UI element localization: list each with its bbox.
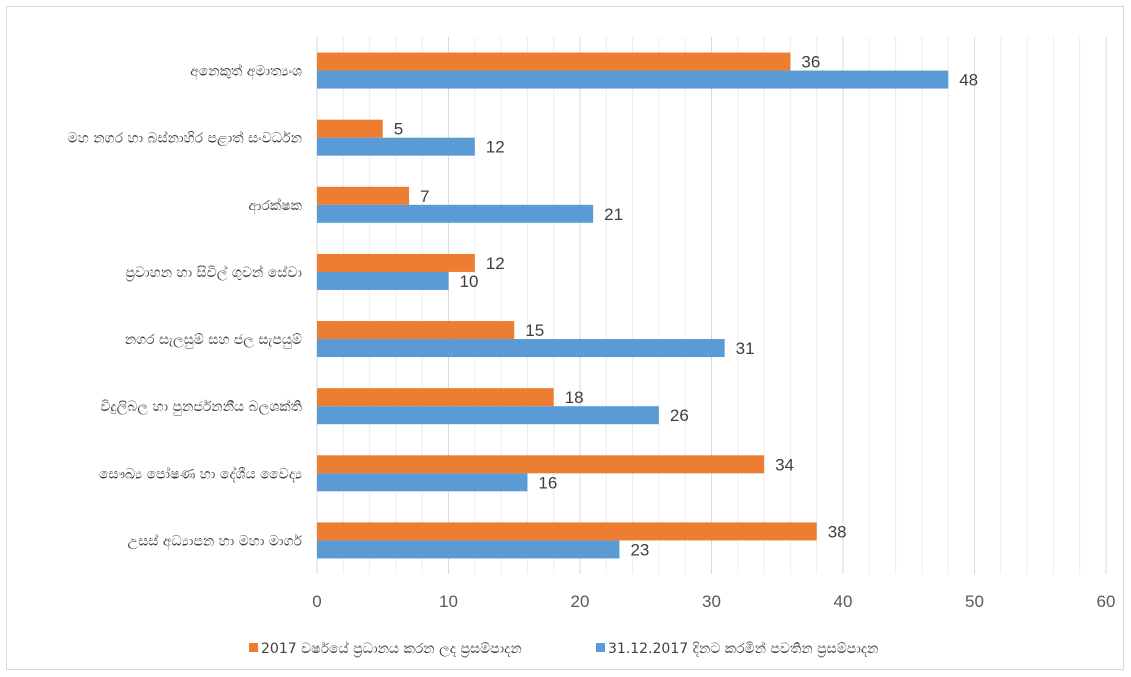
data-label: 21 [604,205,623,224]
bar-series-2017 [317,253,475,272]
bar-series-2017 [317,522,817,541]
data-label: 34 [775,455,794,474]
gridlines [316,37,1107,574]
bar-series-ongoing [317,540,620,559]
legend-swatch [249,643,258,652]
bar-series-ongoing [317,70,949,89]
x-tick-label: 20 [571,592,590,611]
bar-series-ongoing [317,339,725,358]
category-label: උසස් අධ්‍යාපන හා මහා මාර්ග [128,533,303,550]
data-label: 26 [670,406,689,425]
bars [317,52,949,559]
data-label: 48 [959,71,978,90]
data-labels: 36 48 5 12 7 21 12 10 15 31 18 26 34 16 38 23 [394,53,978,560]
data-label: 31 [736,339,755,358]
category-label: නගර සැලසුම් සහ ජල සැපයුම් [125,332,302,349]
bar-series-ongoing [317,204,594,223]
data-label: 5 [394,120,403,139]
category-label: සෞඛ්‍ය පෝෂණ හා දේශීය වෛද්‍ය [99,466,302,482]
x-tick-label: 40 [834,592,853,611]
x-tick-label: 10 [439,592,458,611]
category-labels: අනෙකුත් අමාත්‍යංශ මහ නගර හා බස්නාහිර පළාත… [68,63,303,550]
data-label: 38 [828,522,847,541]
bar-series-2017 [317,455,765,474]
bar-series-2017 [317,388,554,407]
bar-series-ongoing [317,271,449,290]
legend-entry: 31.12.2017 දිනට කරමින් පවතින ප්‍රසම්පාදන [608,641,878,658]
bar-series-ongoing [317,137,475,156]
legend-swatch [596,643,605,652]
x-tick-labels: 0 10 20 30 40 50 60 [312,592,1115,611]
data-label: 7 [420,187,429,206]
x-tick-label: 60 [1097,592,1116,611]
bar-series-2017 [317,52,791,71]
data-label: 16 [538,473,557,492]
x-tick-label: 0 [312,592,321,611]
category-label: විදුලිබල හා පුනර්ජනනීය බලශක්ති [100,399,302,416]
bar-series-2017 [317,321,515,340]
x-tick-label: 30 [702,592,721,611]
x-tick-label: 50 [965,592,984,611]
category-label: මහ නගර හා බස්නාහිර පළාත් සංවර්ධන [68,131,302,147]
legend: 2017 වර්ෂයේ ප්‍රධානය කරන ලද ප්‍රසම්පාදන 3… [249,641,878,658]
data-label: 36 [801,53,820,72]
data-label: 15 [525,321,544,340]
category-label: ප්‍රවාහන හා සිවිල් ගුවන් සේවා [126,265,303,282]
data-label: 18 [565,388,584,407]
category-label: අනෙකුත් අමාත්‍යංශ [190,63,302,80]
bar-series-2017 [317,119,383,138]
data-label: 12 [486,254,505,273]
bar-series-ongoing [317,473,528,492]
bar-series-2017 [317,186,410,205]
legend-entry: 2017 වර්ෂයේ ප්‍රධානය කරන ලද ප්‍රසම්පාදන [261,641,522,658]
category-label: ආරක්ෂක [248,198,302,215]
bar-series-ongoing [317,406,659,425]
data-label: 10 [460,272,479,291]
chart-frame [6,6,1124,670]
data-label: 23 [630,540,649,559]
data-label: 12 [486,138,505,157]
